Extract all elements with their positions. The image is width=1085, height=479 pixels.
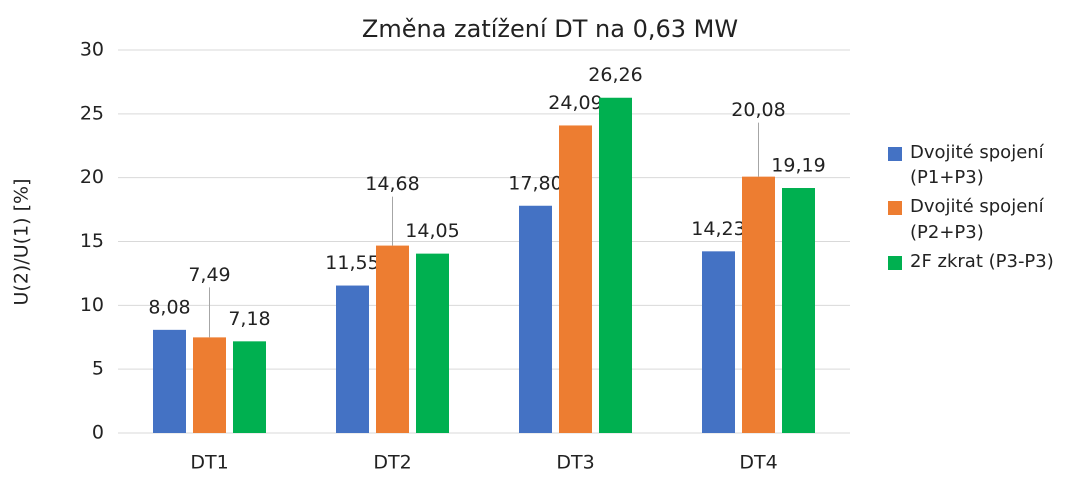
bar: [336, 285, 369, 433]
x-tick-label: DT4: [739, 452, 777, 474]
x-tick-label: DT2: [373, 452, 411, 474]
bar: [193, 337, 226, 433]
y-tick-label: 20: [80, 166, 104, 188]
bar: [233, 341, 266, 433]
legend-item: 2F zkrat (P3-P3): [888, 249, 1083, 274]
legend-swatch: [888, 147, 902, 161]
bar: [153, 329, 186, 433]
y-tick-label: 0: [92, 422, 104, 444]
bar: [782, 188, 815, 433]
legend-label: 2F zkrat (P3-P3): [910, 250, 1054, 272]
data-label: 14,68: [365, 173, 419, 195]
chart-title: Změna zatížení DT na 0,63 MW: [362, 15, 738, 43]
bar: [559, 125, 592, 434]
data-label: 24,09: [548, 92, 602, 114]
legend-swatch: [888, 255, 902, 270]
legend-label: Dvojité spojení (P1+P3): [910, 142, 1044, 189]
x-tick-label: DT1: [190, 452, 228, 474]
y-tick-label: 25: [80, 102, 104, 124]
y-tick-label: 5: [92, 358, 104, 380]
data-label: 7,49: [188, 264, 230, 286]
legend-label: Dvojité spojení (P2+P3): [910, 196, 1044, 243]
data-label: 14,05: [405, 220, 459, 242]
bar: [742, 176, 775, 434]
data-label: 19,19: [771, 155, 825, 177]
y-tick-label: 10: [80, 294, 104, 316]
data-label: 7,18: [228, 308, 270, 330]
bar: [376, 245, 409, 433]
y-tick-label: 15: [80, 230, 104, 252]
data-label: 17,80: [508, 172, 562, 194]
data-label: 20,08: [731, 99, 785, 121]
legend: Dvojité spojení (P1+P3) Dvojité spojení (…: [888, 140, 1083, 278]
bar: [519, 205, 552, 433]
y-tick-label: 30: [80, 39, 104, 61]
bar: [416, 253, 449, 433]
data-label: 11,55: [325, 252, 379, 274]
legend-swatch: [888, 201, 902, 216]
data-label: 26,26: [588, 64, 642, 86]
legend-item: Dvojité spojení (P1+P3): [888, 140, 1083, 190]
data-label: 8,08: [148, 296, 190, 318]
legend-item: Dvojité spojení (P2+P3): [888, 194, 1083, 244]
y-axis-label: U(2)/U(1) [%]: [11, 179, 33, 306]
bar: [599, 97, 632, 434]
bar: [702, 251, 735, 433]
data-label: 14,23: [691, 218, 745, 240]
x-tick-label: DT3: [556, 452, 594, 474]
